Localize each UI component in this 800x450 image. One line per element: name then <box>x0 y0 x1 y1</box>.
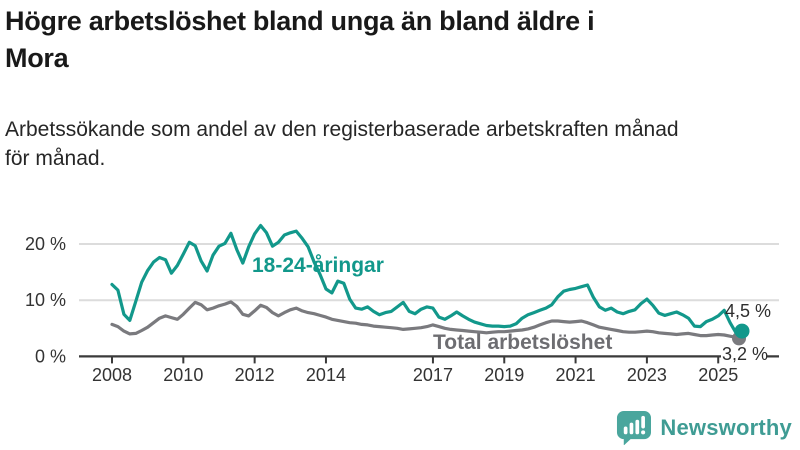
chart-subtitle-line-2: för månad. <box>5 147 106 170</box>
logo-bar-1 <box>624 426 628 435</box>
x-tick-label: 2019 <box>484 365 524 385</box>
series-label-1: Total arbetslöshet <box>433 331 612 354</box>
page-title-line-1: Högre arbetslöshet bland unga än bland ä… <box>5 6 595 36</box>
x-tick-label: 2017 <box>413 365 453 385</box>
chart-subtitle-line-1: Arbetssökande som andel av den registerb… <box>5 118 679 141</box>
logo-bar-2 <box>630 422 634 435</box>
series-line-1 <box>110 300 744 340</box>
logo-exclamation-dot <box>641 430 646 435</box>
y-tick-label: 0 % <box>35 346 66 366</box>
x-tick-label: 2025 <box>698 365 738 385</box>
speech-bubble-bar-chart-icon <box>617 410 652 445</box>
end-value-label-1: 3,2 % <box>722 344 768 364</box>
x-tick-label: 2010 <box>163 365 203 385</box>
logo-exclamation-stem <box>641 415 646 429</box>
x-tick-label: 2023 <box>627 365 667 385</box>
logo-bubble-shape <box>617 410 652 445</box>
x-tick-label: 2014 <box>306 365 346 385</box>
y-tick-label: 10 % <box>25 290 66 310</box>
page-title-line-2: Mora <box>5 43 69 73</box>
logo-bar-3 <box>635 419 640 435</box>
series-line-0 <box>110 223 744 335</box>
series-label-0: 18-24-åringar <box>252 254 384 277</box>
y-tick-label: 20 % <box>25 234 66 254</box>
end-value-label-bg-1 <box>721 346 767 362</box>
x-tick-label: 2012 <box>235 365 275 385</box>
page-title: Högre arbetslöshet bland unga än bland ä… <box>5 3 793 77</box>
end-value-label-0: 4,5 % <box>725 301 771 321</box>
x-tick-label: 2008 <box>92 365 132 385</box>
newsworthy-logo[interactable]: Newsworthy <box>615 410 792 445</box>
x-tick-label: 2021 <box>556 365 596 385</box>
series-end-dot-0 <box>734 323 750 339</box>
chart-subtitle: Arbetssökande som andel av den registerb… <box>5 115 793 173</box>
newsworthy-wordmark: Newsworthy <box>660 414 792 440</box>
